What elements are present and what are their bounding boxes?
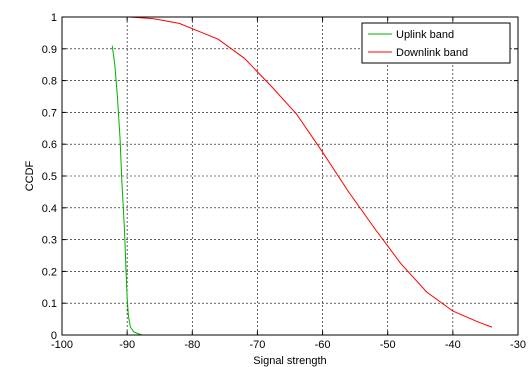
x-tick-label: -40 [445,339,461,351]
y-tick-label: 0.3 [42,235,57,247]
legend-label-uplink: Uplink band [396,29,454,41]
tick-labels: -100 -90 -80 -70 -60 -50 -40 -30 0 0.1 0.2 0.3 0.4 0.… [42,12,526,351]
y-tick-label: 0.8 [42,76,57,88]
x-tick-label: -70 [249,339,265,351]
y-tick-label: 0.9 [42,44,57,56]
legend-label-downlink: Downlink band [396,47,468,59]
uplink-band-line [111,45,143,336]
x-tick-label: -30 [510,339,526,351]
series-lines [111,16,493,336]
x-tick-label: -90 [119,339,135,351]
legend: Uplink band Downlink band [361,22,511,64]
y-tick-label: 0.4 [42,203,57,215]
y-tick-label: 1 [51,12,57,24]
y-tick-label: 0.7 [42,107,57,119]
y-tick-label: 0.6 [42,139,57,151]
axis-ticks [61,16,519,336]
legend-box [361,22,511,64]
y-tick-label: 0.1 [42,298,57,310]
x-tick-label: -100 [51,339,73,351]
x-tick-label: -80 [184,339,200,351]
downlink-band-line [129,16,493,328]
grid-lines [62,17,518,335]
y-tick-label: 0.5 [42,171,57,183]
y-tick-label: 0.2 [42,266,57,278]
x-tick-label: -60 [315,339,331,351]
x-tick-label: -50 [380,339,396,351]
x-axis-title: Signal strength [253,355,326,367]
y-tick-label: 0 [51,330,57,342]
y-axis-title: CCDF [24,160,36,191]
